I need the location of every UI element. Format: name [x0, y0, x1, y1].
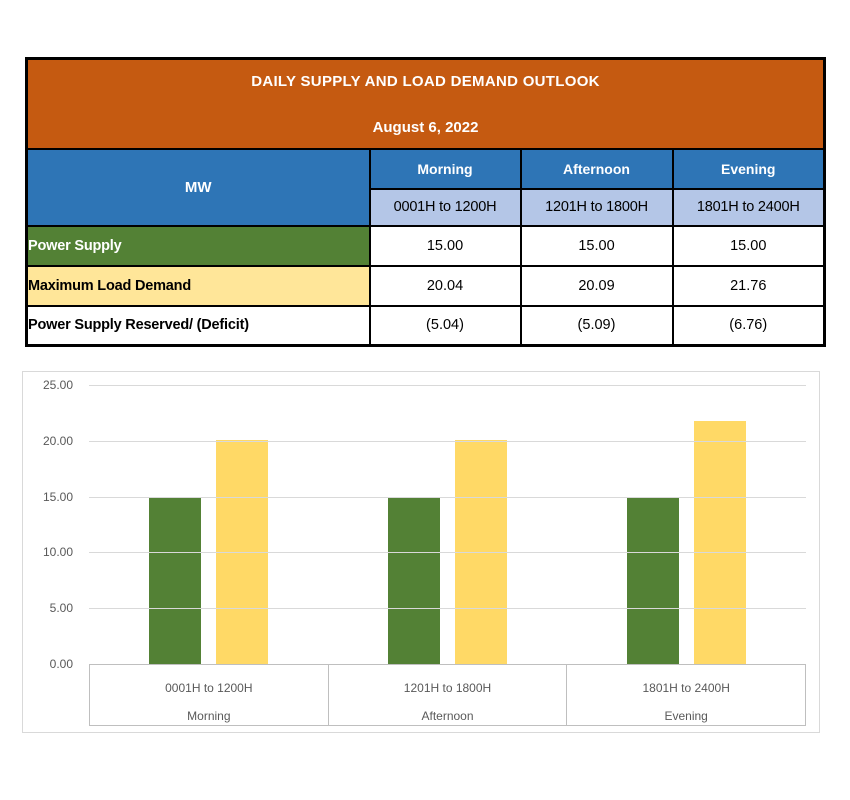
- value-cell: 15.00: [671, 224, 826, 267]
- chart-group-evening: [567, 385, 806, 664]
- chart-y-axis: 25.00 20.00 15.00 10.00 5.00 0.00: [23, 378, 73, 671]
- x-label-period: Evening: [664, 709, 708, 723]
- bar-max-load-demand-evening: [694, 421, 746, 664]
- bar-max-load-demand-afternoon: [455, 439, 507, 664]
- table-date: August 6, 2022: [372, 118, 479, 136]
- y-axis-tick-label: 15.00: [42, 489, 73, 504]
- chart-bar-groups: [89, 385, 806, 664]
- y-axis-tick-label: 25.00: [42, 378, 73, 392]
- hours-morning: 0001H to 1200H: [368, 187, 522, 227]
- table-row-power-supply: Power Supply 15.00 15.00 15.00: [25, 224, 826, 267]
- y-axis-tick-label: 20.00: [42, 433, 73, 448]
- x-label-period: Afternoon: [421, 709, 474, 723]
- chart-plot-area: [89, 385, 806, 664]
- row-label-power-supply: Power Supply: [25, 224, 371, 267]
- x-label-hours: 1801H to 2400H: [642, 681, 730, 695]
- row-label-max-load-demand: Maximum Load Demand: [25, 264, 371, 307]
- y-axis-tick-label: 10.00: [42, 545, 73, 560]
- row-label-reserve-deficit: Power Supply Reserved/ (Deficit): [25, 304, 371, 347]
- value-cell: 21.76: [671, 264, 826, 307]
- gridline: [89, 440, 806, 442]
- bar-power-supply-morning: [149, 496, 201, 664]
- x-label-hours: 1201H to 1800H: [403, 681, 492, 695]
- x-label-morning: 0001H to 1200H Morning: [90, 665, 328, 725]
- x-label-period: Morning: [187, 709, 231, 723]
- value-cell: 15.00: [368, 224, 522, 267]
- table-title: DAILY SUPPLY AND LOAD DEMAND OUTLOOK: [251, 72, 600, 90]
- bar-chart: 25.00 20.00 15.00 10.00 5.00 0.00 0001H t: [22, 371, 820, 733]
- period-header-afternoon: Afternoon: [519, 147, 674, 190]
- value-cell: 20.09: [519, 264, 674, 307]
- y-axis-tick-label: 5.00: [49, 601, 73, 616]
- x-label-afternoon: 1201H to 1800H Afternoon: [327, 665, 567, 725]
- gridline: [89, 608, 806, 610]
- x-label-hours: 0001H to 1200H: [165, 681, 253, 695]
- table-row-max-load-demand: Maximum Load Demand 20.04 20.09 21.76: [25, 264, 826, 307]
- outlook-table: DAILY SUPPLY AND LOAD DEMAND OUTLOOK Aug…: [25, 57, 826, 347]
- bar-power-supply-afternoon: [388, 496, 440, 664]
- value-cell: (5.04): [368, 304, 522, 347]
- hours-header-row: 0001H to 1200H 1201H to 1800H 1801H to 2…: [27, 187, 826, 227]
- value-cell: (5.09): [519, 304, 674, 347]
- hours-evening: 1801H to 2400H: [671, 187, 826, 227]
- bar-power-supply-evening: [627, 496, 679, 664]
- gridline: [89, 385, 806, 386]
- chart-x-axis: 0001H to 1200H Morning 1201H to 1800H Af…: [89, 664, 806, 726]
- period-header-row: MW Morning Afternoon Evening: [25, 147, 826, 227]
- gridline: [89, 496, 806, 498]
- hours-afternoon: 1201H to 1800H: [519, 187, 674, 227]
- table-row-reserve-deficit: Power Supply Reserved/ (Deficit) (5.04) …: [25, 304, 826, 347]
- gridline: [89, 552, 806, 554]
- bar-max-load-demand-morning: [216, 440, 268, 664]
- table-header-cell: DAILY SUPPLY AND LOAD DEMAND OUTLOOK Aug…: [25, 57, 826, 150]
- period-header-evening: Evening: [671, 147, 826, 190]
- value-cell: 20.04: [368, 264, 522, 307]
- period-header-morning: Morning: [368, 147, 522, 190]
- x-label-evening: 1801H to 2400H Evening: [566, 665, 805, 725]
- value-cell: (6.76): [671, 304, 826, 347]
- table-header-row: DAILY SUPPLY AND LOAD DEMAND OUTLOOK Aug…: [25, 57, 826, 150]
- unit-header-cell: MW: [25, 147, 371, 227]
- y-axis-tick-label: 0.00: [49, 657, 73, 671]
- value-cell: 15.00: [519, 224, 674, 267]
- chart-group-afternoon: [328, 385, 567, 664]
- chart-group-morning: [89, 385, 328, 664]
